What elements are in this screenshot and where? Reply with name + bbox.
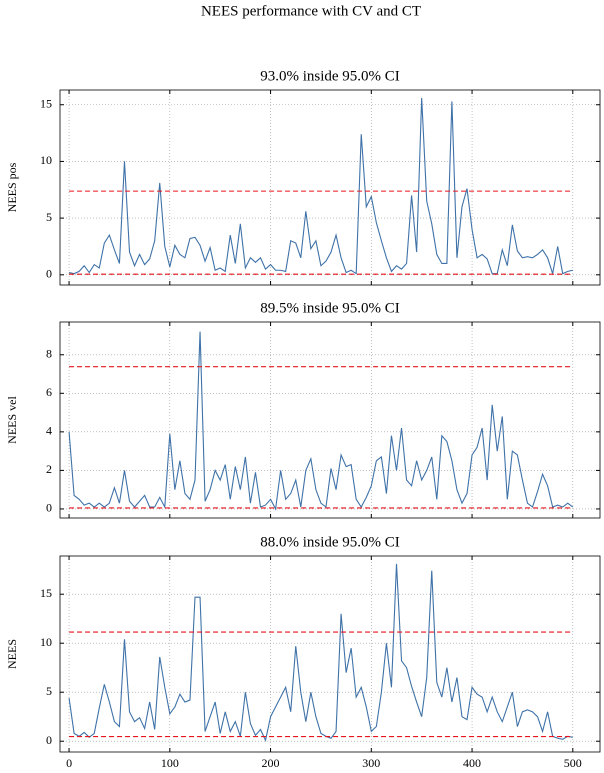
y-tick-label: 6	[46, 385, 52, 399]
axes-frame	[59, 321, 601, 519]
x-tick-label: 500	[564, 756, 582, 770]
y-tick-label: 10	[40, 635, 52, 649]
x-tick-label: 0	[66, 756, 72, 770]
x-tick-label: 100	[161, 756, 179, 770]
y-axis-label: NEES pos	[5, 162, 19, 212]
data-line	[68, 331, 574, 511]
y-axis-label: NEES	[5, 639, 19, 669]
axes-frame	[59, 555, 601, 753]
panel-title: 88.0% inside 95.0% CI	[260, 534, 400, 550]
y-tick-label: 0	[46, 733, 52, 747]
y-tick-label: 4	[46, 424, 52, 438]
y-tick-label: 0	[46, 267, 52, 281]
y-tick-label: 15	[40, 96, 52, 110]
y-tick-label: 10	[40, 153, 52, 167]
data-line	[68, 97, 573, 275]
y-tick-label: 2	[46, 462, 52, 476]
y-tick-label: 5	[46, 210, 52, 224]
y-tick-label: 5	[46, 684, 52, 698]
x-tick-label: 300	[362, 756, 380, 770]
y-tick-label: 8	[46, 347, 52, 361]
panel-title: 93.0% inside 95.0% CI	[260, 68, 400, 84]
panel-title: 89.5% inside 95.0% CI	[260, 300, 400, 316]
x-tick-label: 200	[262, 756, 280, 770]
figure-title: NEES performance with CV and CT	[201, 3, 421, 19]
data-line	[68, 563, 573, 742]
y-tick-label: 0	[46, 501, 52, 515]
x-tick-label: 400	[463, 756, 481, 770]
axes-frame	[59, 89, 601, 286]
y-axis-label: NEES vel	[5, 396, 19, 444]
y-tick-label: 15	[40, 586, 52, 600]
